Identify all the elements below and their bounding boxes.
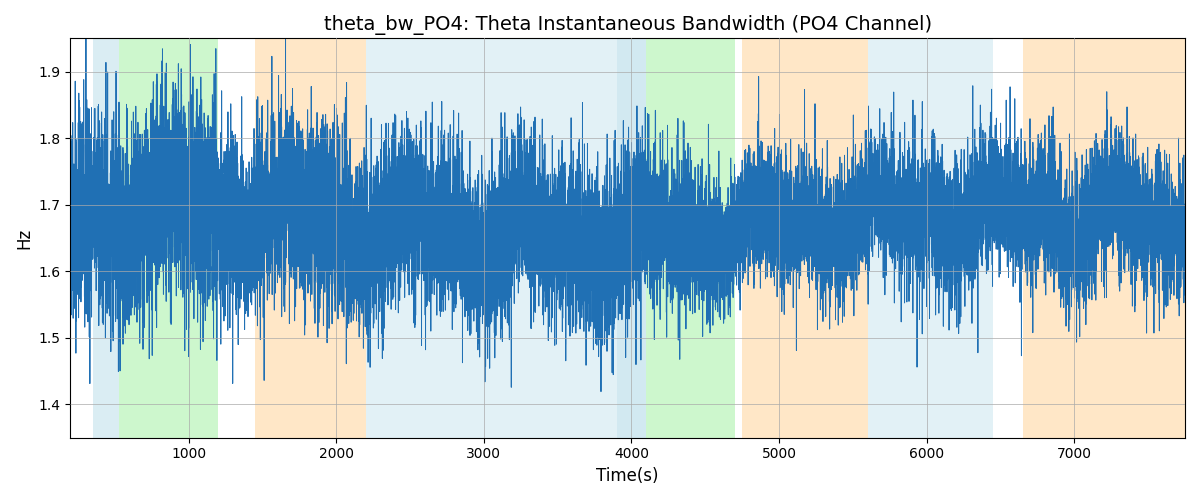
Y-axis label: Hz: Hz [14, 228, 32, 248]
Bar [254, 38, 366, 438]
Bar [742, 38, 868, 438]
Bar [1022, 38, 1186, 438]
Bar [868, 38, 994, 438]
Title: theta_bw_PO4: Theta Instantaneous Bandwidth (PO4 Channel): theta_bw_PO4: Theta Instantaneous Bandwi… [324, 15, 931, 35]
X-axis label: Time(s): Time(s) [596, 467, 659, 485]
Bar [119, 38, 218, 438]
Bar [617, 38, 646, 438]
Bar [366, 38, 617, 438]
Bar [92, 38, 119, 438]
Bar [646, 38, 734, 438]
